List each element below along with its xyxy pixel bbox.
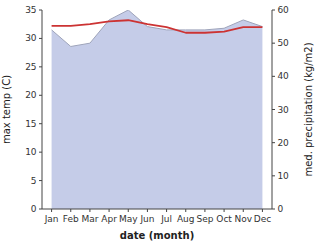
x-tick (89, 209, 90, 212)
y2-tick-label: 50 (277, 38, 289, 48)
y2-tick (272, 142, 275, 143)
x-tick-label: Dec (254, 214, 271, 224)
x-tick (70, 209, 71, 212)
y2-tick (272, 76, 275, 77)
x-tick (185, 209, 186, 212)
y-tick-label: 5 (31, 176, 37, 186)
y-tick-label: 10 (25, 147, 37, 157)
y-tick-label: 30 (25, 33, 37, 43)
y2-tick-label: 40 (277, 71, 289, 81)
y-tick (39, 66, 42, 67)
x-tick-label: Jul (160, 214, 172, 224)
y-tick-label: 35 (25, 5, 36, 15)
y2-tick-label: 0 (277, 204, 283, 214)
x-tick (262, 209, 263, 212)
x-tick-label: Aug (177, 214, 195, 224)
precip-area (52, 10, 263, 209)
x-tick-label: Nov (234, 214, 252, 224)
y-tick-label: 15 (25, 119, 36, 129)
y2-tick-label: 30 (277, 105, 289, 115)
y2-tick (272, 209, 275, 210)
x-tick (243, 209, 244, 212)
y-tick (39, 152, 42, 153)
y2-tick (272, 10, 275, 11)
y2-tick-label: 20 (277, 138, 289, 148)
x-tick-label: Feb (63, 214, 79, 224)
y-tick-label: 0 (31, 204, 37, 214)
x-tick-label: Oct (216, 214, 232, 224)
y-tick (39, 38, 42, 39)
y2-tick-label: 60 (277, 5, 289, 15)
y-tick (39, 10, 42, 11)
y2-tick (272, 109, 275, 110)
x-tick-label: Mar (81, 214, 98, 224)
y-axis-label: max temp (C) (1, 75, 12, 144)
x-tick-label: Jun (139, 214, 154, 224)
y-tick (39, 123, 42, 124)
y2-tick (272, 43, 275, 44)
temp-line (52, 20, 263, 33)
y2-axis-label: med. precipitation (kg/m2) (303, 42, 314, 176)
x-tick (128, 209, 129, 212)
x-tick (51, 209, 52, 212)
x-tick (204, 209, 205, 212)
chart: Jan FebMarAprMayJun Jul AugSepOctNovDec 0 5 10… (0, 0, 318, 247)
x-tick (147, 209, 148, 212)
x-tick-label: Jan (44, 214, 59, 224)
y2-tick-label: 10 (277, 171, 289, 181)
x-tick-label: May (119, 214, 138, 224)
y-tick-label: 25 (25, 62, 36, 72)
x-tick (224, 209, 225, 212)
y-tick (39, 180, 42, 181)
y2-tick (272, 175, 275, 176)
y-tick (39, 95, 42, 96)
x-tick (166, 209, 167, 212)
x-tick-label: Sep (196, 214, 213, 224)
y-axis (42, 10, 43, 209)
x-axis-label: date (month) (120, 230, 194, 241)
x-tick (109, 209, 110, 212)
plot-area (52, 10, 263, 209)
area-edge (52, 10, 263, 46)
x-tick-label: Apr (101, 214, 117, 224)
y-tick (39, 209, 42, 210)
y-tick-label: 20 (25, 90, 37, 100)
x-axis (42, 209, 272, 210)
